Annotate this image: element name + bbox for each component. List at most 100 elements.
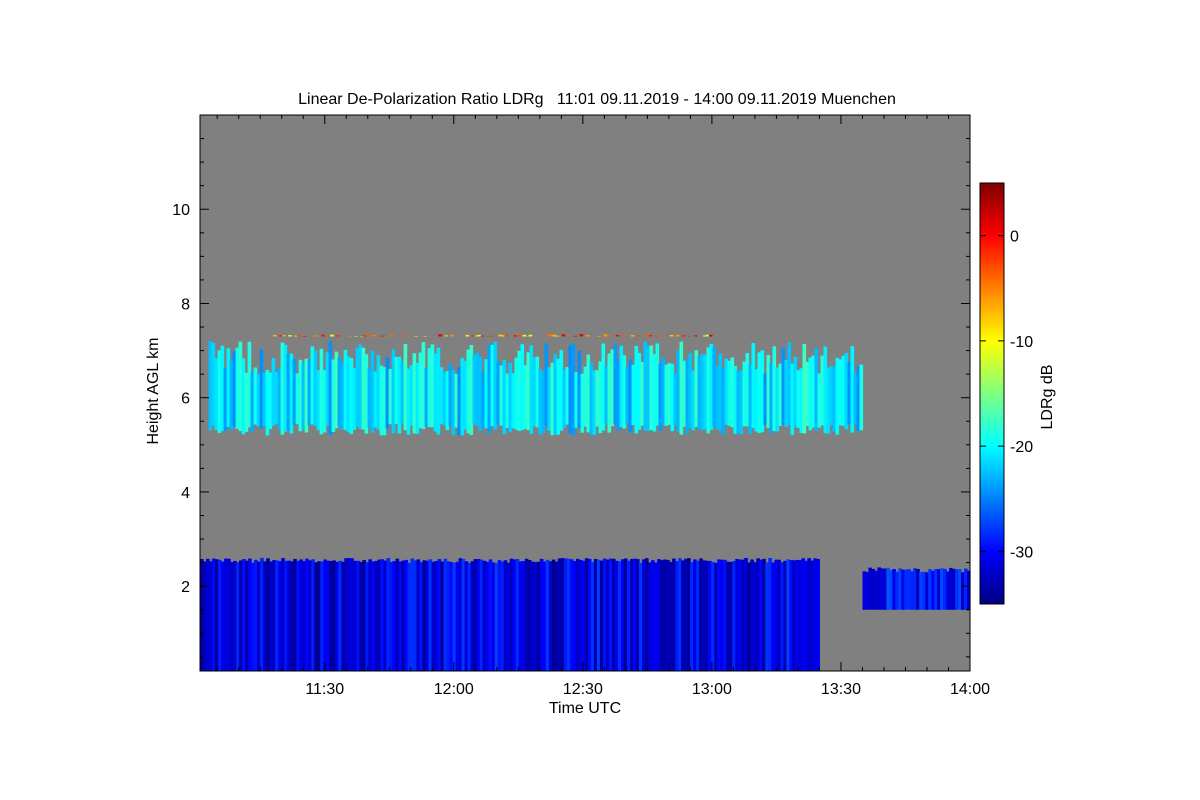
heatmap-cell-upper-cloud: [385, 357, 390, 429]
heatmap-cell-lower-layer: [705, 560, 709, 671]
heatmap-cell-lower-layer: [810, 560, 814, 671]
heatmap-cell-upper-cloud: [739, 370, 744, 435]
heatmap-cell-late-low-cloud: [940, 568, 944, 610]
heatmap-cell-lower-layer: [741, 559, 745, 671]
x-tick-label: 12:30: [563, 681, 603, 698]
heatmap-cell-upper-cloud: [730, 357, 735, 428]
heatmap-cell-upper-cloud: [667, 363, 672, 425]
y-axis: 2 4 6 8 10: [172, 138, 970, 658]
heatmap-cell-lower-layer: [419, 562, 424, 671]
heatmap-cell-upper-cloud: [796, 370, 801, 428]
y-tick-label: 10: [172, 202, 190, 219]
heatmap-cell-upper-cloud: [478, 356, 483, 431]
heatmap-cell-upper-cloud: [514, 357, 519, 430]
heatmap-cell-lower-layer: [630, 559, 634, 671]
heatmap-cell-lower-layer: [437, 559, 442, 671]
heatmap-cell-upper-cloud: [709, 344, 714, 430]
heatmap-cell-lower-layer: [443, 558, 448, 671]
heatmap-cell-lower-layer: [299, 559, 303, 671]
heatmap-cell-lower-layer: [464, 561, 469, 671]
heatmap-cell-upper-cloud: [208, 341, 213, 431]
heatmap-cell-late-low-cloud: [892, 569, 896, 610]
heatmap-cells: [200, 334, 971, 671]
heatmap-cell-lower-layer: [587, 558, 592, 671]
heatmap-cell-upper-cloud: [526, 352, 531, 431]
heatmap-cell-upper-cloud: [745, 353, 750, 427]
heatmap-cell-upper-cloud: [307, 359, 312, 426]
heatmap-cell-upper-cloud: [253, 367, 258, 425]
heatmap-cell-upper-cloud: [787, 342, 792, 425]
heatmap-cell-lower-layer: [242, 559, 246, 671]
heatmap-cell-lower-layer: [621, 559, 625, 671]
heatmap-cell-lower-layer: [257, 561, 261, 671]
heatmap-cell-upper-cloud: [484, 359, 489, 429]
heatmap-cell-thin-line: [681, 335, 686, 337]
heatmap-cell-upper-cloud: [844, 352, 849, 430]
heatmap-cell-lower-layer: [263, 561, 267, 671]
heatmap-cell-upper-cloud: [532, 357, 537, 427]
heatmap-cell-upper-cloud: [736, 371, 741, 434]
heatmap-cell-upper-cloud: [469, 345, 474, 435]
heatmap-cell-lower-layer: [506, 562, 511, 671]
heatmap-cell-upper-cloud: [583, 366, 588, 427]
heatmap-cell-lower-layer: [648, 562, 652, 671]
heatmap-cell-upper-cloud: [664, 364, 669, 426]
heatmap-cell-lower-layer: [383, 560, 387, 671]
heatmap-cell-upper-cloud: [838, 359, 843, 426]
colorbar-ticks: 0 -10 -20 -30: [980, 229, 1033, 561]
heatmap-cell-lower-layer: [341, 561, 345, 671]
heatmap-cell-lower-layer: [545, 559, 550, 671]
heatmap-cell-upper-cloud: [499, 365, 504, 426]
heatmap-cell-late-low-cloud: [874, 570, 878, 610]
heatmap-cell-upper-cloud: [625, 366, 630, 425]
heatmap-cell-lower-layer: [575, 558, 580, 671]
heatmap-cell-upper-cloud: [700, 354, 705, 430]
heatmap-cell-lower-layer: [702, 560, 706, 671]
heatmap-cell-late-low-cloud: [898, 568, 902, 610]
heatmap-cell-thin-line: [390, 334, 394, 337]
heatmap-cell-upper-cloud: [232, 351, 237, 427]
heatmap-cell-upper-cloud: [328, 341, 333, 436]
heatmap-cell-lower-layer: [518, 561, 523, 671]
heatmap-cell-lower-layer: [651, 560, 655, 671]
colorbar-tick-label: -30: [1010, 544, 1033, 561]
heatmap-cell-upper-cloud: [391, 349, 396, 434]
heatmap-cell-upper-cloud: [679, 341, 684, 435]
heatmap-cell-upper-cloud: [784, 359, 789, 427]
heatmap-cell-upper-cloud: [697, 356, 702, 430]
heatmap-cell-lower-layer: [290, 561, 294, 671]
heatmap-cell-thin-line: [522, 334, 527, 337]
heatmap-cell-lower-layer: [756, 558, 760, 671]
heatmap-cell-thin-line: [573, 335, 578, 337]
heatmap-cell-late-low-cloud: [895, 571, 899, 610]
heatmap-cell-upper-cloud: [628, 359, 633, 433]
heatmap-cell-lower-layer: [260, 557, 264, 671]
x-axis: 11:30 12:00 12:30 13:00 13:30 14:00: [216, 115, 990, 698]
heatmap-cell-lower-layer: [708, 560, 712, 671]
heatmap-cell-thin-line: [363, 335, 367, 337]
plot-area: [199, 114, 971, 672]
heatmap-cell-late-low-cloud: [919, 571, 923, 610]
heatmap-cell-upper-cloud: [574, 371, 579, 428]
heatmap-cell-upper-cloud: [718, 353, 723, 431]
heatmap-cell-lower-layer: [521, 561, 526, 671]
heatmap-cell-thin-line: [312, 335, 316, 337]
heatmap-cell-thin-line: [414, 335, 418, 337]
heatmap-cell-thin-line: [675, 334, 680, 337]
heatmap-cell-lower-layer: [684, 558, 688, 671]
heatmap-cell-upper-cloud: [631, 364, 636, 426]
heatmap-cell-upper-cloud: [826, 367, 831, 434]
heatmap-cell-lower-layer: [245, 560, 249, 671]
heatmap-cell-lower-layer: [660, 560, 664, 671]
heatmap-cell-upper-cloud: [613, 343, 618, 425]
heatmap-cell-upper-cloud: [634, 346, 639, 434]
heatmap-cell-lower-layer: [416, 559, 421, 671]
heatmap-cell-upper-cloud: [553, 354, 558, 435]
heatmap-cell-upper-cloud: [661, 357, 666, 425]
heatmap-cell-lower-layer: [323, 559, 327, 671]
heatmap-cell-lower-layer: [320, 561, 324, 671]
heatmap-cell-lower-layer: [714, 562, 718, 671]
heatmap-cell-lower-layer: [615, 560, 619, 671]
heatmap-cell-thin-line: [372, 335, 376, 337]
heatmap-cell-lower-layer: [654, 562, 658, 671]
